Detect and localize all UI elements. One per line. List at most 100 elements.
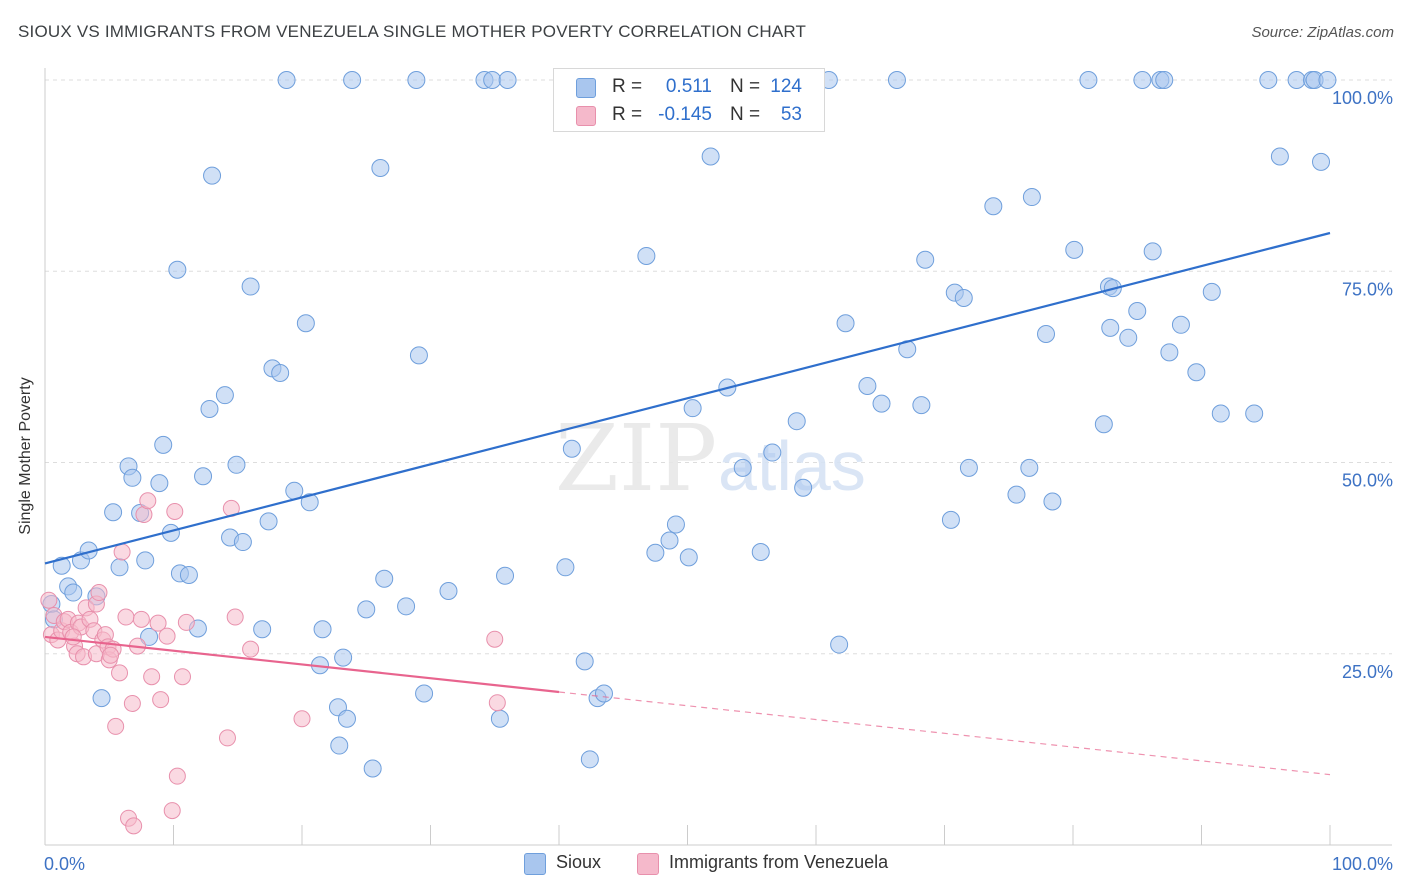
sioux-point	[887, 71, 906, 89]
x-tick-label: 100.0%	[1332, 854, 1393, 874]
y-tick-label: 75.0%	[1342, 279, 1393, 299]
sioux-point	[200, 399, 219, 418]
venezuela-point	[226, 608, 244, 626]
venezuela-point	[40, 591, 58, 609]
legend-row-venezuela: R = -0.145 N = 53	[554, 102, 824, 128]
venezuela-point	[242, 640, 260, 658]
venezuela-point	[143, 668, 161, 686]
venezuela-point	[64, 628, 82, 646]
sioux-point	[794, 478, 813, 497]
sioux-point	[154, 435, 173, 454]
sioux-point	[357, 600, 376, 619]
sioux-point	[233, 533, 252, 552]
sioux-point	[52, 556, 71, 575]
venezuela-point	[132, 610, 150, 628]
venezuela-point	[168, 767, 186, 785]
sioux-point	[313, 620, 332, 639]
sioux-point	[912, 396, 931, 415]
sioux-point	[872, 394, 891, 413]
sioux-point	[300, 493, 319, 512]
axes	[44, 68, 1392, 846]
sioux-point	[1128, 302, 1147, 321]
data-points	[40, 71, 1337, 835]
sioux-point	[397, 597, 416, 616]
venezuela-point	[486, 630, 504, 648]
series-swatch-sioux	[524, 853, 546, 875]
sioux-point	[916, 250, 935, 269]
sioux-point	[110, 558, 129, 577]
sioux-point	[123, 468, 142, 487]
sioux-point	[1287, 71, 1306, 89]
sioux-point	[1202, 282, 1221, 301]
source-credit: Source: ZipAtlas.com	[1251, 24, 1394, 41]
venezuela-point	[173, 668, 191, 686]
legend-r-label: R =	[612, 104, 643, 125]
sioux-point	[858, 377, 877, 395]
trend-line-0	[44, 231, 1331, 565]
sioux-point	[646, 543, 665, 562]
sioux-point	[490, 709, 509, 728]
sioux-point	[941, 510, 960, 529]
sioux-point	[277, 71, 296, 89]
venezuela-point	[166, 502, 184, 520]
sioux-point	[1119, 328, 1138, 347]
trend-lines	[44, 231, 1331, 776]
sioux-point	[215, 386, 234, 405]
gridlines	[45, 79, 1392, 655]
sioux-point	[959, 458, 978, 477]
sioux-point	[1037, 324, 1056, 343]
sioux-point	[660, 531, 679, 550]
sioux-point	[701, 147, 720, 166]
sioux-point	[575, 652, 594, 671]
watermark: ZIP atlas	[555, 405, 866, 512]
sioux-point	[1270, 147, 1289, 166]
legend-n-value: 124	[770, 76, 802, 97]
sioux-point	[415, 684, 434, 703]
sioux-point	[1133, 71, 1152, 89]
sioux-point	[562, 439, 581, 458]
sioux-point	[1101, 318, 1120, 337]
sioux-point	[1143, 242, 1162, 261]
sioux-point	[483, 71, 502, 89]
venezuela-point	[107, 717, 125, 735]
sioux-point	[683, 399, 702, 418]
sioux-point	[259, 512, 278, 531]
series-name-venezuela: Immigrants from Venezuela	[669, 852, 889, 872]
sioux-point	[140, 627, 159, 646]
legend-r-label: R =	[612, 76, 643, 97]
sioux-point	[1007, 485, 1026, 504]
sioux-point	[439, 582, 458, 601]
sioux-point	[337, 709, 356, 728]
tick-labels: 25.0% 50.0% 75.0% 100.0% 0.0% 100.0%	[44, 88, 1393, 874]
venezuela-point	[111, 664, 129, 682]
sioux-point	[203, 166, 222, 185]
sioux-point	[1020, 458, 1039, 477]
sioux-point	[984, 197, 1003, 216]
legend-swatch-venezuela	[576, 106, 596, 126]
sioux-point	[1171, 315, 1190, 334]
legend-n-value: 53	[780, 104, 802, 125]
sioux-point	[1259, 71, 1278, 89]
sioux-point	[64, 583, 83, 602]
sioux-point	[637, 246, 656, 265]
sioux-point	[1211, 404, 1230, 423]
sioux-point	[1312, 152, 1331, 171]
sioux-point	[830, 635, 849, 654]
sioux-point	[679, 548, 698, 567]
venezuela-point	[158, 627, 176, 645]
sioux-point	[271, 363, 290, 382]
venezuela-point	[488, 694, 506, 712]
y-tick-label: 25.0%	[1342, 662, 1393, 682]
watermark-zip: ZIP	[555, 405, 717, 512]
sioux-point	[1187, 363, 1206, 382]
venezuela-point	[102, 646, 120, 664]
sioux-point	[1022, 188, 1041, 207]
sioux-point	[375, 569, 394, 588]
sioux-point	[104, 503, 123, 522]
y-tick-label: 100.0%	[1332, 88, 1393, 108]
sioux-point	[334, 648, 353, 667]
sioux-point	[330, 736, 349, 755]
venezuela-point	[113, 543, 131, 561]
sioux-point	[1245, 404, 1264, 423]
